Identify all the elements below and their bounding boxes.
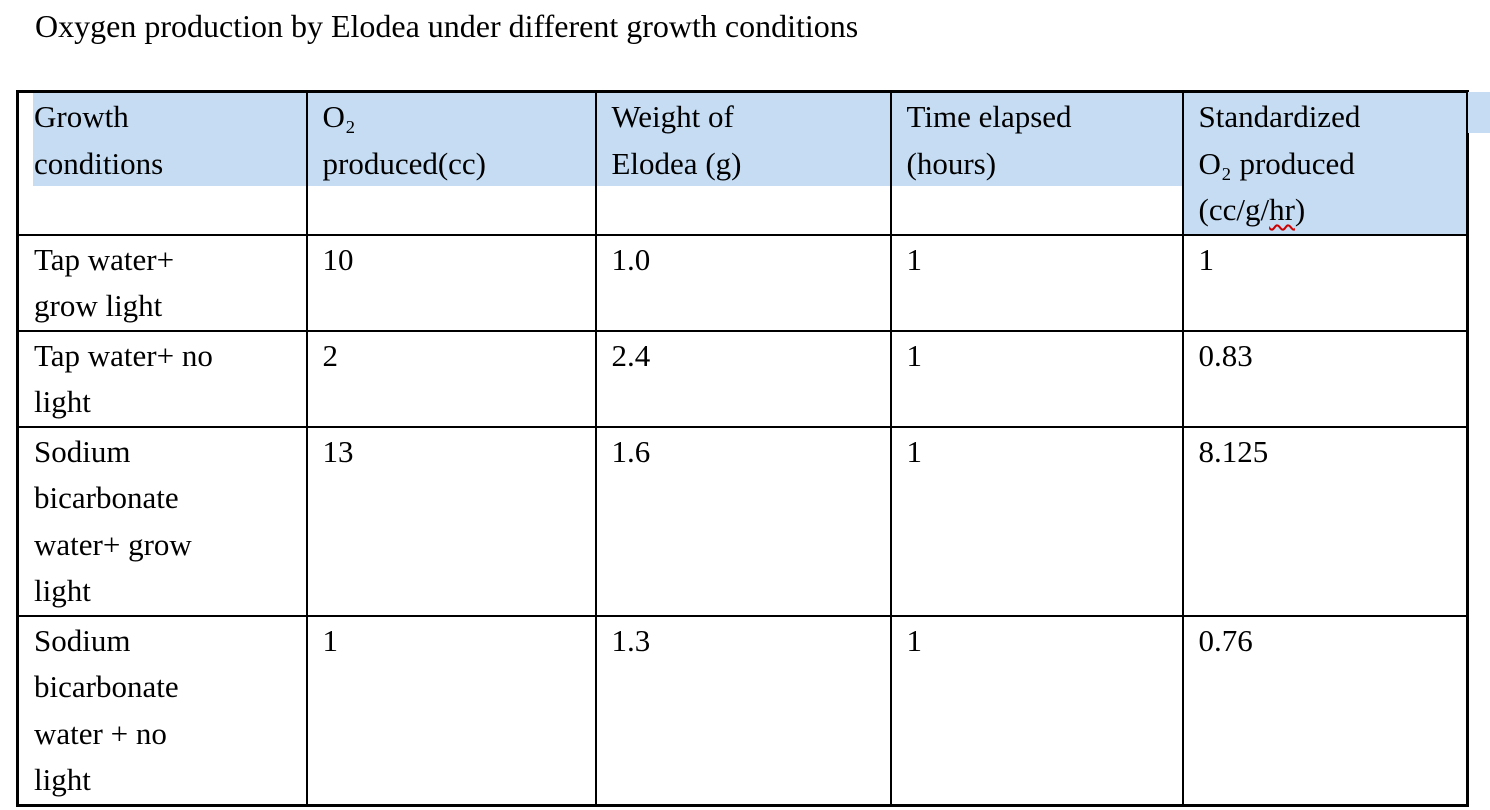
cell-o2-produced: 1 xyxy=(305,614,597,806)
header-line: Growth xyxy=(34,99,129,134)
header-line: produced(cc) xyxy=(322,145,487,181)
cell-line: water+ grow xyxy=(34,526,192,562)
cell-growth-condition: Tap water+ grow light xyxy=(16,233,308,332)
header-line: Elodea (g) xyxy=(611,145,742,181)
cell-line: Tap water+ xyxy=(34,241,175,277)
header-line-units: (cc/g/hr) xyxy=(1199,187,1459,234)
table-row-tap-water-grow-light: Tap water+ grow light 10 1.0 1 1 xyxy=(16,233,1469,332)
cell-line: Sodium xyxy=(34,622,131,658)
cell-time: 1 xyxy=(889,233,1184,332)
cell-weight: 1.0 xyxy=(594,233,892,332)
table-row-bicarbonate-grow-light: Sodium bicarbonate water+ grow light 13 … xyxy=(16,425,1469,617)
cell-standardized-o2: 1 xyxy=(1181,233,1469,332)
highlight-overflow-mark xyxy=(1468,92,1490,133)
cell-standardized-o2: 0.83 xyxy=(1181,329,1469,428)
cell-weight: 1.6 xyxy=(594,425,892,617)
column-header-o2-produced: O₂ produced(cc) xyxy=(305,90,597,236)
oxygen-production-table: Growth conditions O₂ produced(cc) Weight… xyxy=(16,90,1469,807)
cell-o2-produced: 13 xyxy=(305,425,597,617)
table-row-tap-water-no-light: Tap water+ no light 2 2.4 1 0.83 xyxy=(16,329,1469,428)
cell-standardized-o2: 8.125 xyxy=(1181,425,1469,617)
cell-growth-condition: Sodium bicarbonate water+ grow light xyxy=(16,425,308,617)
cell-time: 1 xyxy=(889,329,1184,428)
header-line: O₂ produced xyxy=(1198,145,1355,181)
header-line: Standardized xyxy=(1198,99,1361,134)
cell-line: grow light xyxy=(34,288,163,323)
unit-text: ) xyxy=(1294,192,1306,227)
cell-line: bicarbonate xyxy=(34,669,179,704)
header-line: Weight of xyxy=(611,99,734,134)
cell-weight: 1.3 xyxy=(594,614,892,806)
unit-text: (cc/g/ xyxy=(1198,192,1270,227)
cell-o2-produced: 10 xyxy=(305,233,597,332)
cell-time: 1 xyxy=(889,425,1184,617)
header-line: Time elapsed xyxy=(906,99,1072,134)
header-line: conditions xyxy=(34,145,164,181)
column-header-growth-conditions: Growth conditions xyxy=(16,90,308,236)
header-line: O₂ xyxy=(322,99,356,134)
cell-line: light xyxy=(34,762,91,797)
cell-line: water + no xyxy=(34,715,167,751)
cell-line: Tap water+ no xyxy=(34,337,213,373)
header-row: Growth conditions O₂ produced(cc) Weight… xyxy=(16,90,1469,236)
column-header-weight-of-elodea: Weight of Elodea (g) xyxy=(594,90,892,236)
cell-line: light xyxy=(34,573,91,608)
cell-growth-condition: Tap water+ no light xyxy=(16,329,308,428)
cell-growth-condition: Sodium bicarbonate water + no light xyxy=(16,614,308,806)
cell-line: Sodium xyxy=(34,433,131,469)
cell-o2-produced: 2 xyxy=(305,329,597,428)
cell-weight: 2.4 xyxy=(594,329,892,428)
cell-line: light xyxy=(34,384,91,419)
page-title: Oxygen production by Elodea under differ… xyxy=(35,8,859,44)
header-line: (hours) xyxy=(906,145,997,181)
table-row-bicarbonate-no-light: Sodium bicarbonate water + no light 1 1.… xyxy=(16,614,1469,806)
cell-time: 1 xyxy=(889,614,1184,806)
column-header-time-elapsed: Time elapsed (hours) xyxy=(889,90,1184,236)
cell-standardized-o2: 0.76 xyxy=(1181,614,1469,806)
column-header-standardized-o2: Standardized O₂ produced (cc/g/hr) xyxy=(1181,90,1469,236)
misspelled-word: hr xyxy=(1269,192,1295,227)
cell-line: bicarbonate xyxy=(34,480,179,515)
